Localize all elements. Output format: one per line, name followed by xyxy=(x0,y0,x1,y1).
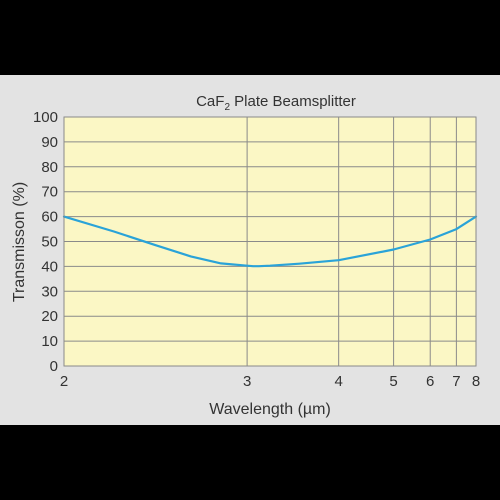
x-tick-label: 8 xyxy=(472,373,480,390)
y-tick-label: 30 xyxy=(41,283,58,300)
chart-title-suffix: Plate Beamsplitter xyxy=(230,93,356,110)
grid-lines xyxy=(64,117,476,366)
series-line xyxy=(62,215,478,268)
x-tick-label: 6 xyxy=(426,373,434,390)
y-tick-label: 0 xyxy=(50,358,58,375)
x-tick-label: 7 xyxy=(452,373,460,390)
y-tick-label: 10 xyxy=(41,333,58,350)
chart-title: CaF2 Plate Beamsplitter xyxy=(196,93,356,113)
y-tick-label: 80 xyxy=(41,159,58,176)
x-tick-label: 5 xyxy=(389,373,397,390)
y-axis-label: Transmisson (%) xyxy=(11,182,28,302)
chart-title-subscript: 2 xyxy=(224,102,230,113)
chart-figure: CaF2 Plate Beamsplitter 0 10 20 30 40 50 60 70 8… xyxy=(0,75,500,425)
y-tick-label: 90 xyxy=(41,134,58,151)
x-tick-label: 4 xyxy=(334,373,342,390)
y-tick-label: 40 xyxy=(41,258,58,275)
y-tick-label: 20 xyxy=(41,308,58,325)
plot-frame xyxy=(63,116,477,367)
y-tick-label: 100 xyxy=(33,109,58,126)
chart-svg: CaF2 Plate Beamsplitter 0 10 20 30 40 50 60 70 8… xyxy=(11,93,480,418)
x-tick-label: 3 xyxy=(243,373,251,390)
series-layer xyxy=(62,215,478,268)
y-tick-label: 50 xyxy=(41,234,58,251)
y-tick-labels: 0 10 20 30 40 50 60 70 80 90 100 xyxy=(33,109,58,375)
y-tick-label: 60 xyxy=(41,209,58,226)
x-axis-label: Wavelength (µm) xyxy=(209,401,331,418)
y-tick-label: 70 xyxy=(41,184,58,201)
x-tick-label: 2 xyxy=(60,373,68,390)
